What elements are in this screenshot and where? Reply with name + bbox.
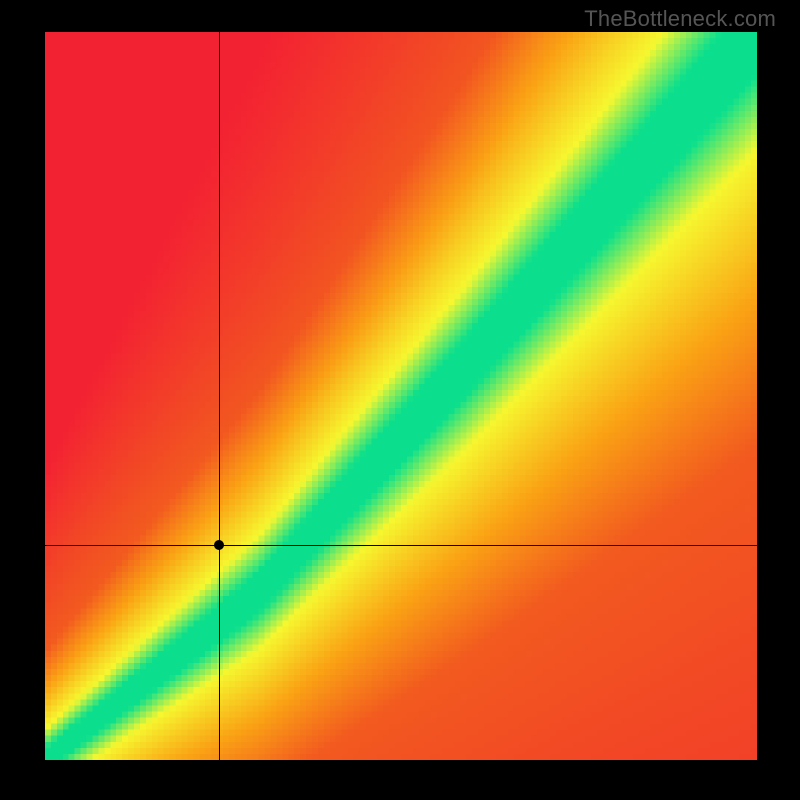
crosshair-vertical bbox=[219, 32, 220, 760]
watermark-text: TheBottleneck.com bbox=[584, 6, 776, 32]
heatmap-canvas bbox=[45, 32, 757, 760]
bottleneck-heatmap bbox=[45, 32, 757, 760]
datapoint-marker bbox=[214, 540, 224, 550]
root: TheBottleneck.com bbox=[0, 0, 800, 800]
crosshair-horizontal bbox=[45, 545, 757, 546]
